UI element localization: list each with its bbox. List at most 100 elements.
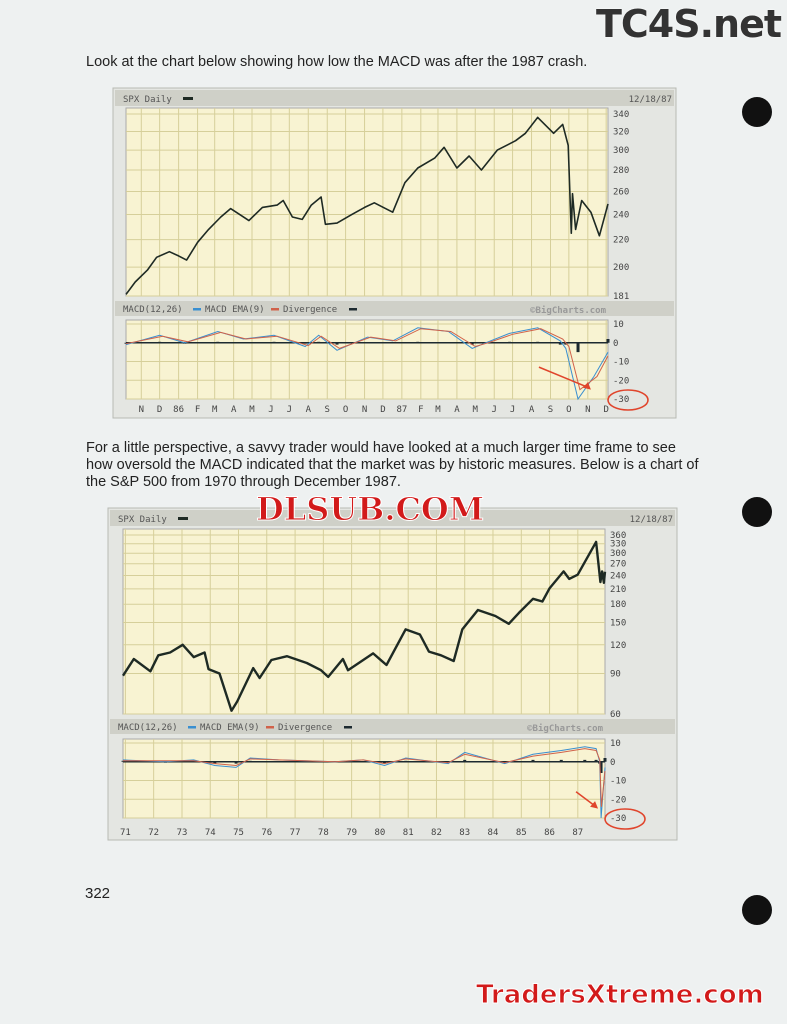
price-tick-label: 210 [610, 585, 626, 595]
page-number: 322 [85, 885, 111, 902]
price-series-line [121, 540, 607, 712]
price-tick-label: 320 [613, 128, 629, 138]
x-tick-label: S [548, 405, 553, 415]
x-tick-label: 87 [396, 405, 407, 415]
divergence-legend-swatch [344, 726, 352, 729]
x-tick-label: N [139, 405, 144, 415]
annotation-circle [604, 808, 646, 830]
price-tick-label: 280 [613, 166, 629, 176]
annotation-circle [607, 389, 649, 411]
x-tick-label: S [325, 405, 330, 415]
macd-tick-label: -30 [613, 395, 629, 405]
macd-ema-line [123, 748, 606, 807]
annotation-arrow [538, 366, 590, 389]
x-tick-label: M [249, 405, 255, 415]
binder-hole [742, 97, 772, 127]
x-tick-label: N [362, 405, 367, 415]
price-tick-label: 150 [610, 618, 626, 628]
x-tick-label: M [435, 405, 441, 415]
intro-paragraph: Look at the chart below showing how low … [86, 54, 588, 70]
price-tick-label: 181 [613, 292, 629, 302]
price-legend-swatch [183, 97, 193, 100]
price-tick-label: 200 [613, 263, 629, 273]
price-tick-label: 340 [613, 110, 629, 120]
macd-header [115, 301, 674, 316]
price-plot-area [125, 107, 609, 297]
x-tick-label: 86 [544, 828, 555, 838]
macd-line [122, 746, 606, 819]
price-tick-label: 330 [610, 540, 626, 550]
price-tick-label: 360 [610, 531, 626, 541]
x-tick-label: 74 [205, 828, 216, 838]
watermark-tc4s: TC4S.net [596, 2, 782, 46]
watermark-tradersxtreme: TradersXtreme.com [476, 980, 765, 1011]
x-tick-label: 84 [488, 828, 499, 838]
x-tick-label: 77 [290, 828, 301, 838]
x-tick-label: 85 [516, 828, 527, 838]
x-tick-label: A [454, 405, 460, 415]
x-tick-label: O [343, 405, 348, 415]
x-tick-label: O [566, 405, 571, 415]
chart-date: 12/18/87 [630, 515, 673, 525]
macd-plot-area [122, 738, 606, 819]
divergence-label: Divergence [278, 723, 332, 733]
bigcharts-credit: ©BigCharts.com [530, 305, 606, 316]
x-tick-label: 83 [459, 828, 470, 838]
x-tick-label: J [268, 405, 273, 415]
price-tick-label: 270 [610, 560, 626, 570]
x-tick-label: F [418, 405, 423, 415]
x-tick-label: M [473, 405, 479, 415]
macd-header [110, 719, 675, 734]
price-tick-label: 120 [610, 641, 626, 651]
binder-hole [742, 895, 772, 925]
price-title: SPX Daily [123, 95, 172, 105]
ema-label: MACD EMA(9) [205, 305, 265, 315]
x-tick-label: 75 [233, 828, 244, 838]
x-tick-label: 79 [346, 828, 357, 838]
ema-legend-swatch [271, 308, 279, 311]
macd-tick-label: -10 [610, 777, 626, 787]
price-series-line [125, 116, 609, 295]
price-tick-label: 240 [613, 211, 629, 221]
x-tick-label: D [380, 405, 385, 415]
x-tick-label: 80 [374, 828, 385, 838]
macd-tick-label: -10 [613, 358, 629, 368]
x-tick-label: A [529, 405, 535, 415]
bigcharts-credit: ©BigCharts.com [527, 723, 603, 734]
macd-tick-label: 10 [613, 320, 624, 330]
price-tick-label: 60 [610, 710, 621, 720]
macd-plot-area [125, 319, 609, 400]
macd-tick-label: 10 [610, 739, 621, 749]
binder-hole [742, 497, 772, 527]
x-tick-label: 81 [403, 828, 414, 838]
x-tick-label: J [287, 405, 292, 415]
price-tick-label: 220 [613, 236, 629, 246]
x-tick-label: 87 [572, 828, 583, 838]
x-tick-label: 76 [261, 828, 272, 838]
divergence-label: Divergence [283, 305, 337, 315]
x-tick-label: A [231, 405, 237, 415]
x-tick-label: 82 [431, 828, 442, 838]
x-tick-label: A [306, 405, 312, 415]
x-tick-label: F [195, 405, 200, 415]
x-tick-label: 73 [177, 828, 188, 838]
x-tick-label: N [585, 405, 590, 415]
macd-tick-label: 0 [610, 758, 615, 768]
price-tick-label: 180 [610, 600, 626, 610]
macd-legend-swatch [188, 726, 196, 729]
price-tick-label: 90 [610, 669, 621, 679]
x-tick-label: 71 [120, 828, 131, 838]
x-tick-label: 78 [318, 828, 329, 838]
x-tick-label: 72 [148, 828, 159, 838]
macd-title: MACD(12,26) [123, 305, 183, 315]
price-tick-label: 260 [613, 187, 629, 197]
macd-legend-swatch [193, 308, 201, 311]
x-tick-label: 86 [173, 405, 184, 415]
macd-tick-label: 0 [613, 339, 618, 349]
price-tick-label: 300 [610, 549, 626, 559]
price-header [110, 510, 675, 526]
divergence-legend-swatch [349, 308, 357, 311]
arrow-head-icon [582, 382, 591, 390]
macd-ema-line [125, 328, 609, 391]
